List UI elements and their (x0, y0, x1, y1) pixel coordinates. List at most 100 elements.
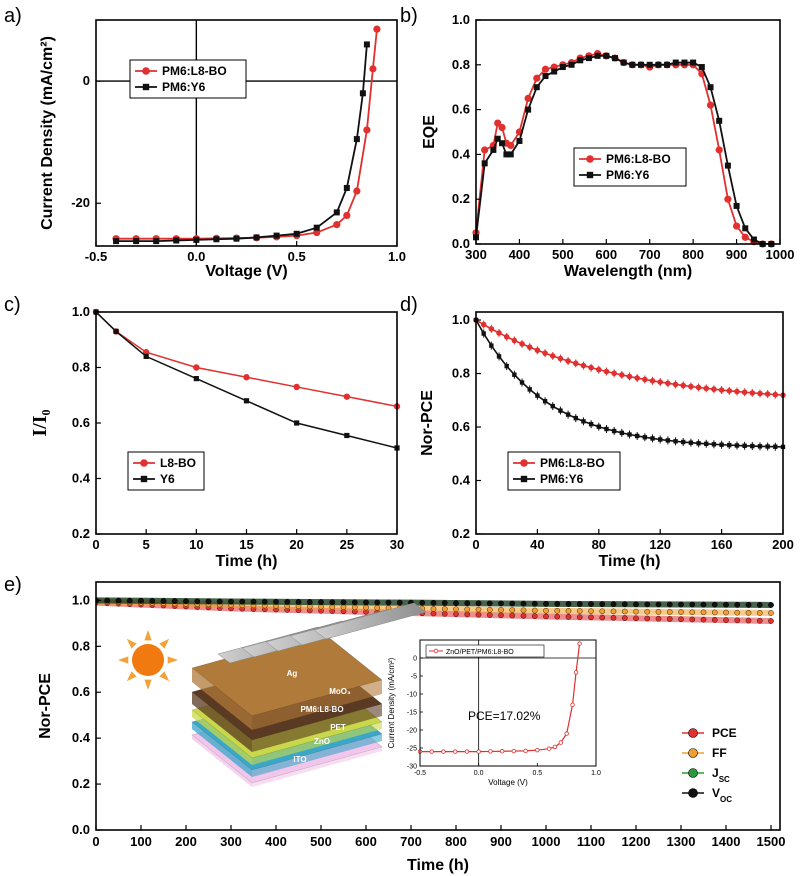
x-tick-label: 0.0 (187, 249, 205, 264)
data-point (507, 141, 515, 150)
legend-label: JSC (712, 766, 730, 784)
data-point (503, 151, 510, 158)
data-point (173, 237, 180, 244)
data-point (620, 59, 627, 66)
data-point (558, 408, 563, 413)
data-point (126, 597, 133, 604)
data-point (750, 236, 757, 243)
data-point (742, 225, 749, 232)
data-point (576, 614, 583, 620)
legend-label: PM6:L8-BO (162, 64, 227, 78)
legend-marker (688, 788, 698, 798)
data-point (703, 385, 710, 392)
data-point (734, 609, 741, 616)
y-tick-label: 0.8 (452, 366, 470, 381)
data-point (732, 222, 741, 230)
x-tick-label: 1000 (532, 834, 561, 849)
panel-letter-b: b) (400, 5, 418, 27)
data-point (494, 119, 502, 127)
data-point (233, 235, 240, 242)
data-point (293, 383, 300, 391)
legend-label: Y6 (160, 472, 175, 486)
data-point (441, 611, 448, 617)
data-point (193, 376, 199, 382)
data-point (734, 443, 740, 448)
x-tick-label: 400 (509, 247, 531, 262)
data-point (243, 398, 250, 404)
data-point (486, 612, 493, 618)
data-point (490, 146, 497, 153)
x-tick-label: 200 (175, 834, 197, 849)
data-point (243, 374, 250, 381)
data-point (520, 600, 527, 607)
y-tick-label: 0.8 (452, 57, 470, 72)
legend-marker (688, 748, 698, 758)
data-point (727, 442, 732, 448)
data-point (666, 601, 673, 608)
data-point (681, 59, 688, 66)
y-tick-label: 0.6 (452, 102, 470, 117)
data-point (678, 616, 684, 623)
data-point (535, 393, 540, 398)
inset-y-tick-label: -15 (407, 710, 417, 717)
inset-data-point (476, 749, 481, 754)
data-point (351, 604, 358, 611)
data-point (715, 146, 723, 154)
data-point (526, 344, 533, 350)
data-point (745, 602, 752, 608)
data-point (577, 57, 584, 64)
data-point (138, 597, 144, 604)
data-point (533, 74, 541, 82)
data-point (359, 90, 366, 97)
x-tick-label: 400 (265, 834, 287, 849)
plot-frame (475, 311, 784, 535)
data-point (542, 73, 549, 79)
data-point (611, 370, 617, 377)
data-point (621, 608, 628, 615)
plot-frame (95, 311, 398, 535)
legend-subscript: SC (719, 775, 730, 784)
data-point (353, 187, 361, 195)
data-point (749, 390, 756, 396)
data-point (140, 475, 148, 483)
data-point (678, 601, 684, 608)
data-point (480, 321, 487, 328)
data-point (610, 608, 617, 615)
data-point (213, 236, 220, 243)
inset-jv-plot: -0.5 0.0 0.5 1.0 -30 -25 -20 -15 -10 -5 0 Voltage (… (382, 634, 604, 804)
data-point (644, 615, 651, 622)
legend-marker (688, 728, 698, 738)
data-point (520, 613, 527, 619)
x-tick-label: 160 (711, 537, 733, 552)
panel-d: 0 40 80 120 160 200 0.2 0.4 0.6 0.8 1.0 Time (h) Nor… (419, 311, 794, 570)
data-point (430, 605, 437, 612)
data-point (520, 607, 527, 614)
data-point (750, 443, 755, 449)
data-point (559, 64, 566, 71)
data-point (239, 598, 246, 605)
legend-box (127, 451, 205, 491)
data-point (143, 353, 149, 359)
data-point (596, 424, 601, 429)
x-tick-label: 300 (220, 834, 242, 849)
data-point (149, 598, 156, 604)
data-point (496, 354, 502, 359)
data-point (464, 611, 471, 618)
inset-annotation: PCE=17.02% (468, 709, 541, 723)
x-axis-label: Wavelength (nm) (564, 263, 692, 280)
data-point (509, 600, 516, 607)
inset-data-point (558, 740, 563, 745)
x-axis-label: Voltage (V) (205, 263, 287, 280)
data-point (509, 607, 516, 613)
data-point (543, 613, 549, 620)
data-point (486, 606, 493, 613)
y-tick-label: 1.0 (72, 304, 90, 319)
data-point (534, 347, 541, 354)
data-point (588, 608, 594, 614)
data-point (453, 611, 459, 617)
data-point (716, 117, 723, 124)
inset-data-point (429, 749, 434, 754)
data-point (768, 610, 774, 616)
data-point (611, 55, 618, 62)
data-point (733, 202, 740, 209)
